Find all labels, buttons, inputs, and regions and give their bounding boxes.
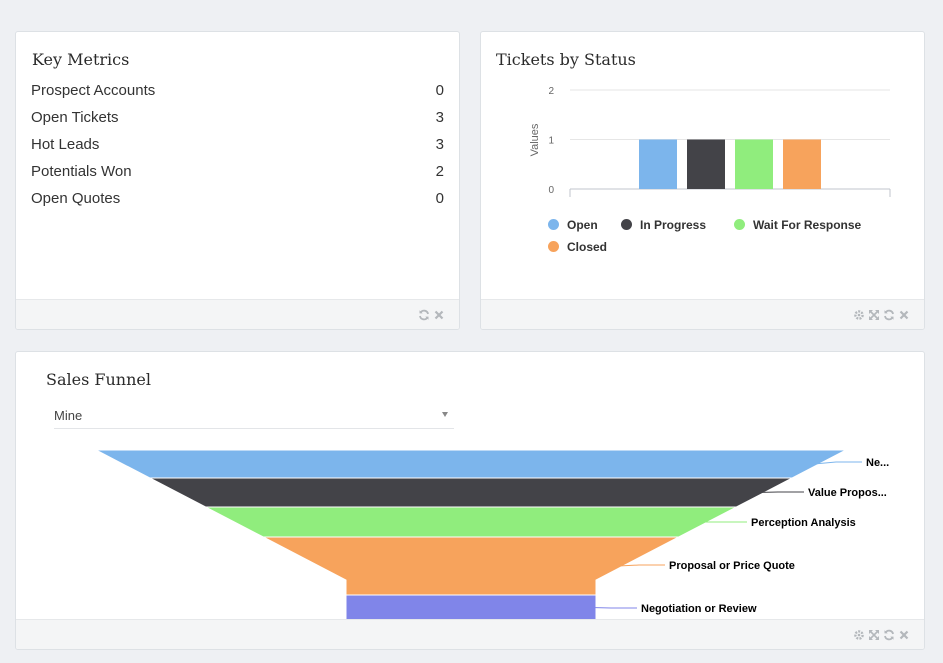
- metric-row: Potentials Won 2: [31, 163, 444, 185]
- funnel-label: Negotiation or Review: [641, 603, 757, 615]
- funnel-segment[interactable]: [345, 594, 597, 621]
- funnel-connector: [759, 491, 804, 493]
- tickets-bar-chart: 0 1 2 Values: [529, 86, 891, 197]
- refresh-icon[interactable]: [883, 308, 895, 321]
- bar[interactable]: [639, 139, 677, 190]
- funnel-connector: [814, 461, 862, 465]
- y-tick-label: 2: [548, 86, 554, 97]
- funnel-connector: [617, 564, 665, 567]
- funnel-segment[interactable]: [95, 449, 847, 479]
- metric-value: 3: [435, 136, 444, 153]
- tickets-by-status-widget: Tickets by Status 0 1 2 Values Open In Progr…: [480, 31, 925, 330]
- legend-label: Open: [567, 218, 598, 232]
- close-icon[interactable]: [898, 628, 910, 640]
- refresh-icon[interactable]: [418, 308, 430, 321]
- bar[interactable]: [735, 139, 773, 190]
- metric-value: 0: [435, 190, 444, 207]
- metric-value: 3: [435, 109, 444, 126]
- legend-label: In Progress: [640, 218, 707, 232]
- legend-label: Closed: [567, 240, 608, 254]
- funnel-label: Perception Analysis: [751, 517, 856, 529]
- y-tick-label: 1: [548, 136, 554, 147]
- key-metrics-title: Key Metrics: [32, 50, 130, 69]
- sales-funnel-title: Sales Funnel: [46, 370, 151, 389]
- funnel-segment[interactable]: [263, 536, 679, 596]
- funnel-filter-value: Mine: [54, 408, 83, 423]
- metric-row: Hot Leads 3: [31, 136, 444, 158]
- metric-row: Open Tickets 3: [31, 109, 444, 131]
- legend-dot: [548, 241, 559, 252]
- close-icon[interactable]: [433, 308, 445, 320]
- metric-label: Hot Leads: [31, 136, 100, 153]
- widget-footer: [16, 619, 924, 649]
- funnel-segment[interactable]: [205, 506, 737, 538]
- close-icon[interactable]: [898, 308, 910, 320]
- metric-value: 2: [435, 163, 444, 180]
- funnel-label: Ne...: [866, 457, 889, 469]
- funnel-filter-select[interactable]: Mine: [54, 404, 454, 429]
- refresh-icon[interactable]: [883, 628, 895, 641]
- bar[interactable]: [687, 139, 725, 190]
- metric-row: Open Quotes 0: [31, 190, 444, 212]
- legend-dot: [621, 219, 632, 230]
- y-tick-label: 0: [548, 185, 554, 196]
- metric-label: Potentials Won: [31, 163, 132, 180]
- funnel-connector: [590, 607, 637, 609]
- metric-label: Open Tickets: [31, 109, 119, 126]
- expand-icon[interactable]: [868, 628, 880, 640]
- chevron-down-icon: [442, 412, 448, 417]
- metric-label: Open Quotes: [31, 190, 121, 207]
- legend-dot: [734, 219, 745, 230]
- bar[interactable]: [783, 139, 821, 190]
- metric-row: Prospect Accounts 0: [31, 82, 444, 104]
- funnel-label: Value Propos...: [808, 487, 887, 499]
- metric-label: Prospect Accounts: [31, 82, 156, 99]
- widget-footer: [16, 299, 459, 329]
- expand-icon[interactable]: [868, 308, 880, 320]
- legend-dot: [548, 219, 559, 230]
- metric-value: 0: [435, 82, 444, 99]
- funnel-label: Proposal or Price Quote: [669, 560, 795, 572]
- funnel-segment[interactable]: [149, 477, 793, 508]
- y-axis-label: Values: [529, 123, 541, 156]
- tickets-by-status-title: Tickets by Status: [496, 50, 636, 69]
- gear-icon[interactable]: [853, 308, 865, 320]
- widget-footer: [481, 299, 924, 329]
- gear-icon[interactable]: [853, 628, 865, 640]
- sales-funnel-widget: Sales Funnel Mine Ne... Value Propos... Pe…: [15, 351, 925, 650]
- sales-funnel-chart: Ne... Value Propos... Perception Analysis P…: [95, 449, 889, 621]
- legend-label: Wait For Response: [753, 218, 862, 232]
- key-metrics-widget: Key Metrics Prospect Accounts 0 Open Ticke…: [15, 31, 460, 330]
